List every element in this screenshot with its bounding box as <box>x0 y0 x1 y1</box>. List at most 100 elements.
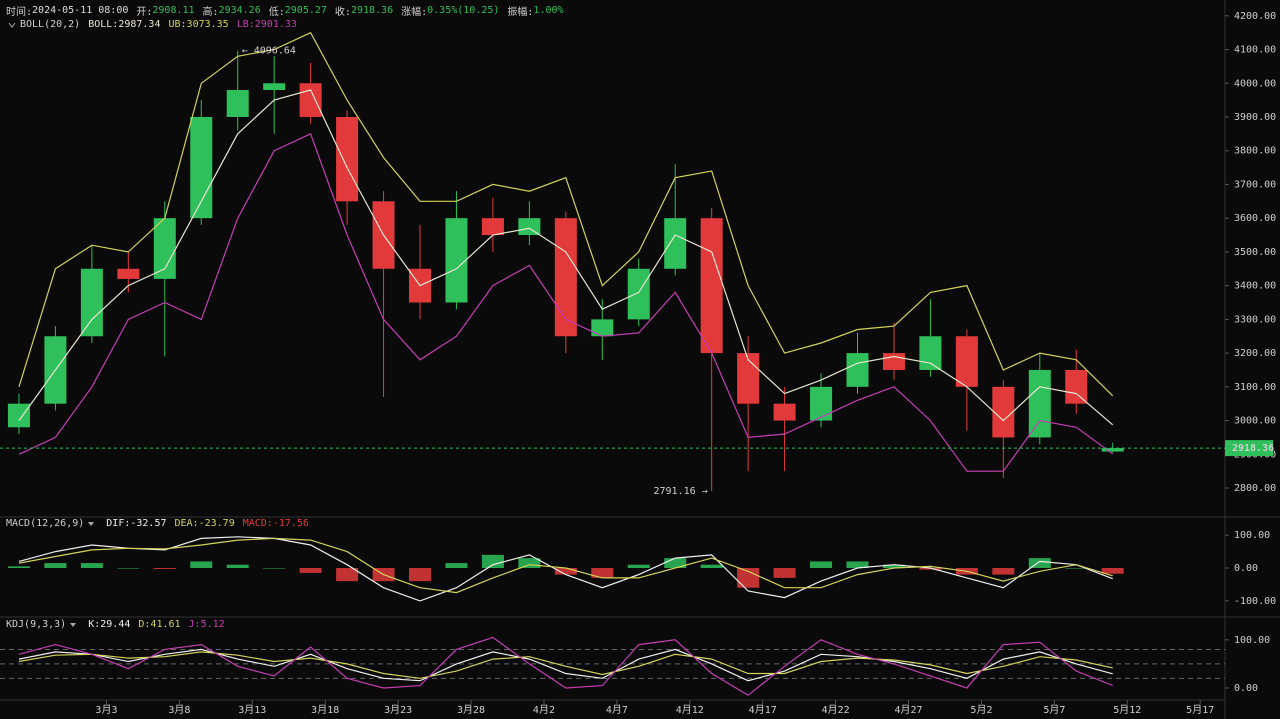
indicator-line <box>18 651 1113 679</box>
header-value: 2024-05-11 08:00 <box>32 5 129 16</box>
last-price-box <box>1225 440 1273 457</box>
x-tick-label: 3月8 <box>168 704 190 716</box>
y-tick-label: 4000.00 <box>1234 78 1276 89</box>
indicator-line <box>18 636 1113 696</box>
indicator-line <box>18 89 1114 426</box>
last-price-label: 2918.36 <box>1232 443 1274 454</box>
header-value: 1.00% <box>533 5 564 16</box>
header-label: 振幅: <box>507 7 534 18</box>
candle-body <box>117 268 140 279</box>
header-label: 时间: <box>6 7 33 18</box>
price-annotation: 2791.16 → <box>653 486 707 497</box>
header-value: 2934.26 <box>218 5 261 16</box>
y-tick-label: 100.00 <box>1234 635 1270 646</box>
macd-bar <box>80 563 103 568</box>
macd-bar <box>627 564 650 568</box>
y-tick-label: 100.00 <box>1234 530 1270 541</box>
kdj-legend: KDJ(9,3,3) K: 29.44 D: 41.61 J: 5.12 <box>6 619 233 630</box>
x-tick-label: 4月27 <box>895 704 923 716</box>
indicator-line <box>18 31 1114 397</box>
x-tick-label: 4月2 <box>533 704 555 716</box>
macd-bar <box>7 566 30 568</box>
header-value: 2908.11 <box>152 5 195 16</box>
header-label: 涨幅: <box>401 7 428 18</box>
y-tick-label: 3700.00 <box>1234 179 1276 190</box>
legend-label: BOLL: <box>88 19 119 30</box>
y-tick-label: 2800.00 <box>1234 483 1276 494</box>
macd-bar <box>882 564 905 568</box>
header-value: 2905.27 <box>284 5 327 16</box>
indicator-name: MACD(12,26,9) <box>6 518 85 529</box>
x-tick-label: 3月28 <box>457 704 485 716</box>
macd-bar <box>773 568 796 578</box>
candle-body <box>992 386 1015 438</box>
legend-value: 5.12 <box>200 619 225 630</box>
y-tick-label: -100.00 <box>1234 596 1276 607</box>
legend-value: 2901.33 <box>254 19 297 30</box>
candle-body <box>664 218 687 269</box>
x-tick-label: 4月22 <box>822 704 850 716</box>
header-value: 0.35%(10.25) <box>427 5 500 16</box>
legend-value: 3073.35 <box>186 19 229 30</box>
macd-bar <box>846 561 869 568</box>
macd-bar <box>1101 568 1124 574</box>
legend-value: -23.79 <box>198 518 235 529</box>
y-tick-label: 3600.00 <box>1234 213 1276 224</box>
dropdown-icon[interactable] <box>84 519 98 529</box>
x-tick-label: 3月3 <box>95 704 117 716</box>
macd-bar <box>409 568 431 582</box>
y-tick-label: 0.00 <box>1234 563 1258 574</box>
candle-body <box>80 268 103 337</box>
candle-body <box>263 83 286 90</box>
legend-label: DIF: <box>106 518 131 529</box>
candle-body <box>1101 448 1124 452</box>
indicator-name: BOLL(20,2) <box>20 19 81 30</box>
legend-value: -17.56 <box>272 518 309 529</box>
x-tick-label: 3月18 <box>311 704 339 716</box>
y-tick-label: 3900.00 <box>1234 112 1276 123</box>
macd-bar <box>263 568 286 569</box>
y-tick-label: 4100.00 <box>1234 45 1276 56</box>
macd-bar <box>737 568 760 588</box>
y-tick-label: 3800.00 <box>1234 146 1276 157</box>
header-label: 收: <box>334 7 351 18</box>
x-tick-label: 4月17 <box>749 704 777 716</box>
macd-bar <box>992 568 1015 575</box>
indicator-line <box>18 537 1113 594</box>
x-tick-label: 4月7 <box>606 704 628 716</box>
candle-body <box>846 353 869 387</box>
macd-bar <box>117 568 140 569</box>
candle-body <box>190 116 213 219</box>
candle-body <box>1028 369 1051 438</box>
candle-body <box>882 353 905 370</box>
legend-label: K: <box>88 619 101 630</box>
candle-body <box>481 218 504 236</box>
header-label: 开: <box>136 7 153 18</box>
y-tick-label: 3000.00 <box>1234 416 1276 427</box>
legend-value: 29.44 <box>100 619 131 630</box>
candle-body <box>955 336 978 387</box>
candle-body <box>773 403 796 421</box>
macd-bar <box>664 558 687 568</box>
dropdown-icon[interactable] <box>6 20 20 30</box>
y-tick-label: 0.00 <box>1234 683 1258 694</box>
candle-body <box>336 116 359 202</box>
x-tick-label: 3月23 <box>384 704 412 716</box>
macd-legend: MACD(12,26,9) DIF: -32.57 DEA: -23.79 MACD: -1… <box>6 518 317 529</box>
y-tick-label: 4200.00 <box>1234 11 1276 22</box>
legend-value: 2987.34 <box>118 19 161 30</box>
y-tick-label: 3300.00 <box>1234 314 1276 325</box>
indicator-line <box>18 132 1114 472</box>
candle-body <box>7 403 30 428</box>
dropdown-icon[interactable] <box>66 620 80 630</box>
legend-label: LB: <box>236 19 255 30</box>
legend-value: -32.57 <box>130 518 167 529</box>
legend-label: J: <box>188 619 201 630</box>
macd-bar <box>226 564 249 568</box>
x-tick-label: 5月12 <box>1113 704 1141 716</box>
macd-bar <box>1065 568 1088 569</box>
header-label: 高: <box>202 7 219 18</box>
candle-body <box>445 218 468 303</box>
